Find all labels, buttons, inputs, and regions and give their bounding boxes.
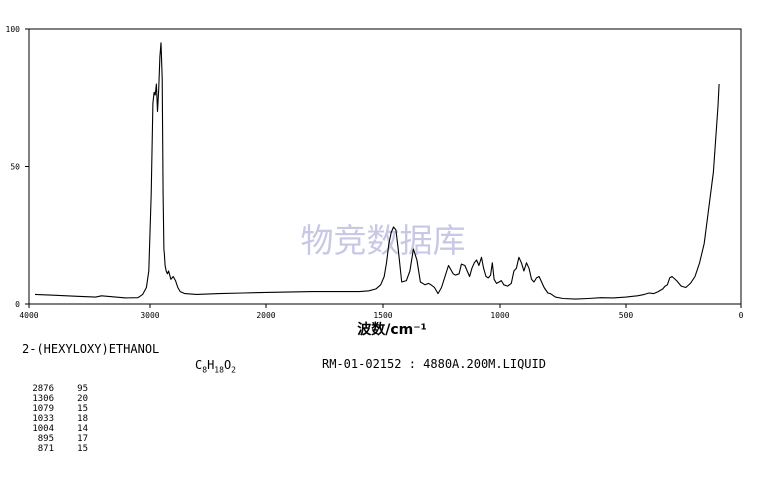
peak-row: 1004 14 (24, 424, 88, 434)
x-axis-ticks: 4000 3000 2000 1500 1000 500 0 (19, 304, 744, 320)
x-tick-label: 2000 (256, 311, 275, 320)
watermark: 物竞数据库 (301, 221, 466, 260)
spectrum-line (34, 42, 720, 300)
plot-frame (28, 28, 742, 305)
peak-row: 1306 20 (24, 394, 88, 404)
peak-intensity: 20 (77, 394, 88, 404)
sample-info: RM-01-02152 : 4880A.200M.LIQUID (322, 357, 546, 371)
peak-row: 895 17 (24, 434, 88, 444)
peak-row: 2876 95 (24, 384, 88, 394)
peak-wavenumber: 895 (37, 434, 54, 444)
x-tick-label: 0 (739, 311, 744, 320)
peak-intensity: 18 (77, 414, 88, 424)
compound-name: 2-(HEXYLOXY)ETHANOL (22, 342, 160, 356)
peak-intensity: 15 (77, 404, 88, 414)
peak-wavenumber: 2876 (32, 384, 54, 394)
x-tick-label: 500 (619, 311, 634, 320)
y-axis-ticks: 0 50 100 (6, 25, 29, 309)
x-tick-label: 1500 (373, 311, 392, 320)
peak-wavenumber: 1306 (32, 394, 54, 404)
y-tick-label: 50 (10, 163, 20, 172)
molecular-formula: C8H18O2 (195, 358, 236, 375)
peak-row: 1079 15 (24, 404, 88, 414)
peak-wavenumber: 1033 (32, 414, 54, 424)
x-tick-label: 1000 (490, 311, 509, 320)
peak-intensity: 95 (77, 384, 88, 394)
peak-wavenumber: 1079 (32, 404, 54, 414)
peak-intensity: 14 (77, 424, 88, 434)
peak-wavenumber: 1004 (32, 424, 54, 434)
y-tick-label: 0 (15, 300, 20, 309)
peak-wavenumber: 871 (37, 444, 54, 454)
x-tick-label: 4000 (19, 311, 38, 320)
peak-row: 871 15 (24, 444, 88, 454)
x-tick-label: 3000 (140, 311, 159, 320)
peak-row: 1033 18 (24, 414, 88, 424)
peak-intensity: 17 (77, 434, 88, 444)
peak-table: 2876 95 1306 20 1079 15 1033 18 1004 14 895 17 871 15 (24, 384, 88, 454)
y-tick-label: 100 (6, 25, 21, 34)
peak-intensity: 15 (77, 444, 88, 454)
x-axis-label: 波数/cm⁻¹ (357, 321, 427, 338)
